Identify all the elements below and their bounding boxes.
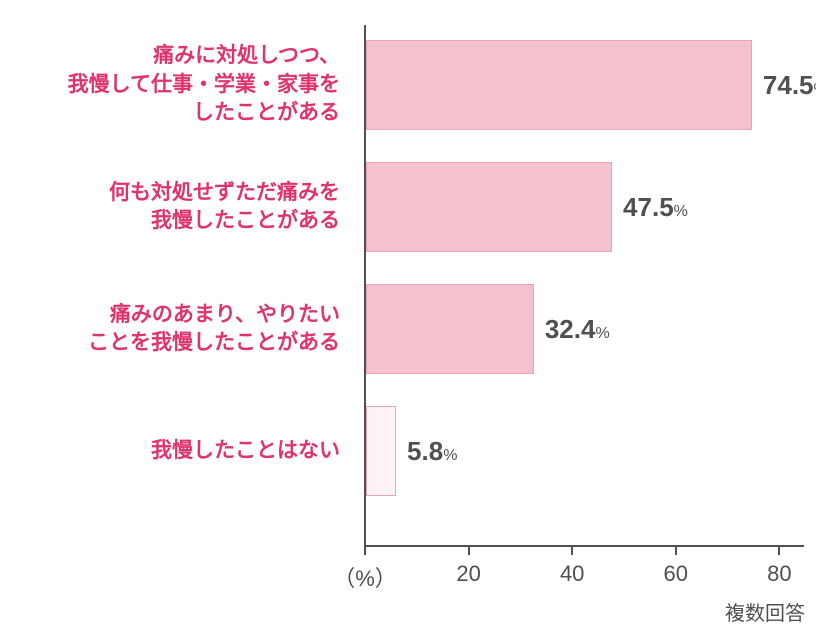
- bar: [366, 406, 396, 496]
- bar: [366, 284, 534, 374]
- bar-category-label-line: したことがある: [0, 99, 340, 127]
- x-tick: [364, 545, 366, 555]
- bar-value-suffix: %: [595, 325, 609, 342]
- x-tick-label: 40: [527, 561, 617, 587]
- bar-value-number: 47.5: [623, 192, 674, 222]
- x-tick-label: 20: [424, 561, 514, 587]
- bar-category-label: 痛みに対処しつつ、我慢して仕事・学業・家事をしたことがある: [0, 42, 340, 127]
- bar: [366, 40, 752, 130]
- bar: [366, 162, 612, 252]
- bar-category-label-line: 痛みに対処しつつ、: [0, 42, 340, 70]
- bar-value-label: 47.5%: [623, 192, 688, 223]
- bar-category-label: 痛みのあまり、やりたいことを我慢したことがある: [0, 301, 340, 358]
- bar-value-label: 32.4%: [545, 314, 610, 345]
- y-axis-top-tick: [364, 25, 366, 26]
- bar-category-label-line: 痛みのあまり、やりたい: [0, 301, 340, 329]
- x-tick-label: 80: [734, 561, 816, 587]
- bar-category-label-line: 我慢したことがある: [0, 207, 340, 235]
- x-axis-title: 複数回答: [725, 597, 805, 626]
- bar-category-label-line: 我慢して仕事・学業・家事を: [0, 71, 340, 99]
- bar-value-label: 74.5%: [763, 70, 816, 101]
- bar-category-label: 何も対処せずただ痛みを我慢したことがある: [0, 179, 340, 236]
- x-tick-label: （%）: [320, 561, 410, 593]
- bar-value-number: 5.8: [407, 436, 443, 466]
- bar-category-label-line: 何も対処せずただ痛みを: [0, 179, 340, 207]
- x-tick: [778, 545, 780, 555]
- x-tick-label: 60: [631, 561, 721, 587]
- bar-value-number: 32.4: [545, 314, 596, 344]
- bar-value-suffix: %: [674, 203, 688, 220]
- bar-value-number: 74.5: [763, 70, 814, 100]
- bar-value-label: 5.8%: [407, 436, 457, 467]
- x-axis-line: [364, 545, 804, 547]
- x-tick: [468, 545, 470, 555]
- bar-value-suffix: %: [443, 447, 457, 464]
- bar-category-label-line: 我慢したことはない: [0, 437, 340, 465]
- bar-category-label-line: ことを我慢したことがある: [0, 329, 340, 357]
- x-tick: [675, 545, 677, 555]
- x-tick: [571, 545, 573, 555]
- bar-category-label: 我慢したことはない: [0, 437, 340, 465]
